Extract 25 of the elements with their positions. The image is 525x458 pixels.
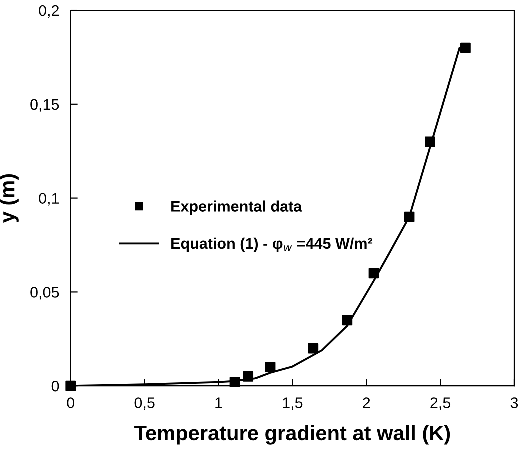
x-tick-label: 2 bbox=[363, 398, 370, 408]
x-axis-title: Temperature gradient at wall (K) bbox=[134, 425, 450, 445]
x-tick-label: 0 bbox=[67, 398, 75, 408]
y-tick-label: 0,05 bbox=[30, 287, 60, 300]
point bbox=[404, 212, 415, 222]
y-axis-title: y (m) bbox=[0, 174, 19, 224]
x-tick-label: 1,5 bbox=[283, 398, 303, 410]
point bbox=[230, 377, 240, 388]
legend-label: Experimental data bbox=[172, 200, 302, 215]
legend-label: Equation (1) - φ$_{w}$ =445 W/m² bbox=[172, 238, 373, 252]
point bbox=[342, 315, 353, 326]
y-tick-label: 0,1 bbox=[39, 193, 60, 206]
x-tick-label: 1 bbox=[216, 398, 222, 408]
y-tick-label: 0,15 bbox=[30, 99, 60, 112]
x-tick-label: 0,5 bbox=[134, 398, 155, 410]
point bbox=[368, 268, 380, 279]
y-tick-label: 0,2 bbox=[39, 5, 59, 18]
point bbox=[243, 372, 254, 382]
point bbox=[265, 362, 276, 373]
x-tick-label: 2,5 bbox=[430, 398, 451, 410]
point bbox=[308, 343, 319, 354]
x-tick-label: 3 bbox=[510, 398, 518, 408]
point bbox=[425, 136, 436, 148]
y-tick-label: 0 bbox=[52, 380, 60, 392]
point bbox=[460, 42, 471, 54]
